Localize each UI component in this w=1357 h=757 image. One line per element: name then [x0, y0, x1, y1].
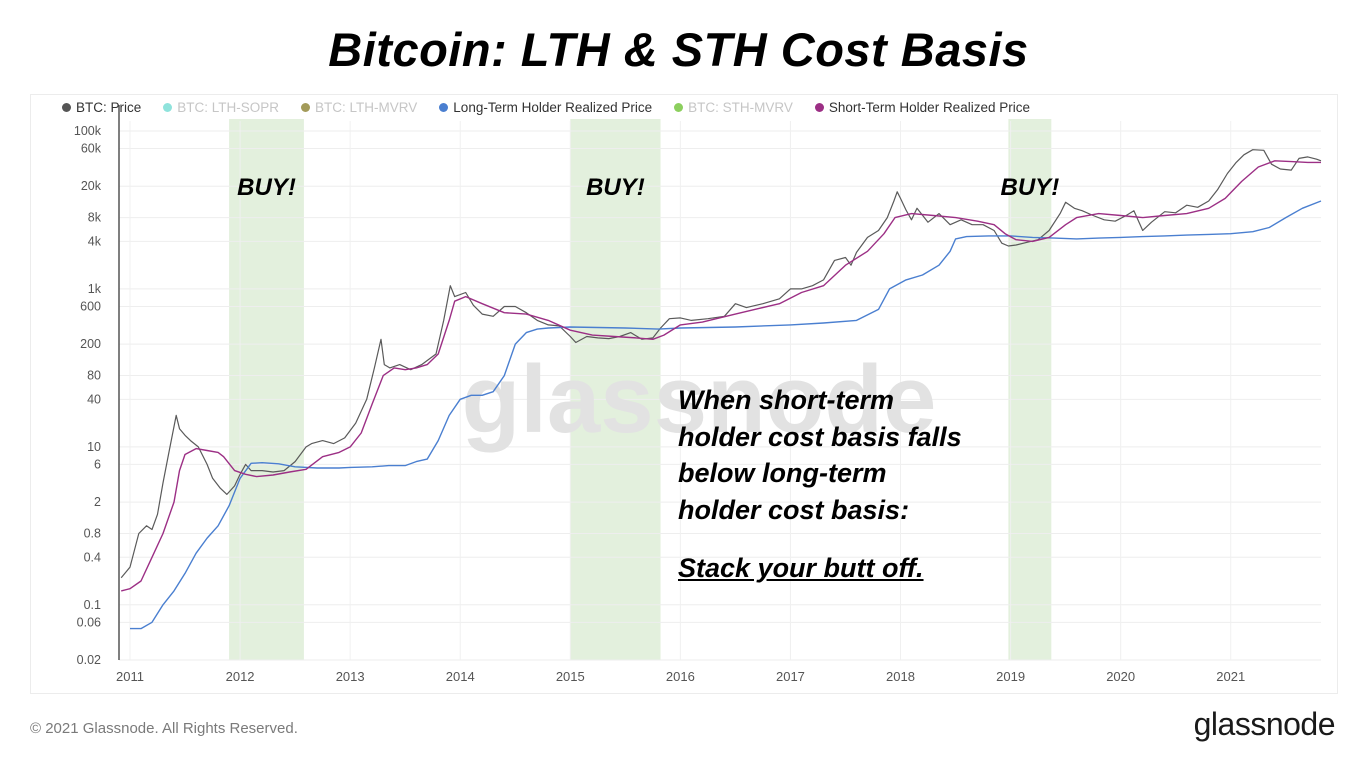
- call-to-action: Stack your butt off.: [678, 553, 924, 583]
- x-tick-label: 2015: [556, 669, 585, 684]
- x-tick-label: 2018: [886, 669, 915, 684]
- legend-item[interactable]: BTC: LTH-MVRV: [301, 100, 417, 115]
- x-tick-label: 2017: [776, 669, 805, 684]
- series-line-long-term-holder-realized-price: [130, 200, 1322, 630]
- x-tick-label: 2021: [1216, 669, 1245, 684]
- y-tick-label: 6: [94, 457, 101, 471]
- series-line-btc-price: [120, 149, 1322, 579]
- legend-label: BTC: STH-MVRV: [688, 100, 793, 115]
- y-tick-label: 10: [87, 440, 101, 454]
- note-line: holder cost basis falls: [678, 421, 962, 452]
- legend-dot-icon: [814, 103, 824, 112]
- legend-dot-icon: [439, 103, 449, 112]
- annotation-note: When short-term holder cost basis falls …: [678, 382, 962, 587]
- page-title: Bitcoin: LTH & STH Cost Basis: [328, 23, 1029, 76]
- buy-zone-band: [229, 119, 304, 660]
- y-tick-label: 0.02: [77, 653, 101, 667]
- y-tick-label: 0.4: [84, 550, 101, 564]
- legend-label: BTC: LTH-MVRV: [315, 100, 418, 115]
- legend-label: Short-Term Holder Realized Price: [828, 100, 1030, 115]
- y-tick-label: 2: [94, 495, 101, 509]
- legend-dot-icon: [62, 103, 71, 112]
- legend-dot-icon: [301, 103, 311, 112]
- x-tick-label: 2020: [1106, 669, 1135, 684]
- watermark-text: glassnode: [462, 346, 937, 453]
- y-tick-label: 20k: [81, 179, 102, 193]
- x-tick-label: 2013: [336, 669, 365, 684]
- legend-dot-icon: [163, 103, 173, 112]
- note-line: below long-term: [678, 458, 887, 488]
- buy-label: BUY!: [586, 174, 645, 201]
- buy-label: BUY!: [1001, 174, 1060, 201]
- legend-dot-icon: [674, 103, 684, 112]
- note-line: holder cost basis:: [678, 494, 910, 525]
- y-tick-label: 60k: [81, 142, 102, 156]
- x-tick-label: 2019: [996, 669, 1025, 684]
- y-tick-label: 1k: [88, 282, 102, 296]
- legend-label: BTC: Price: [76, 100, 142, 115]
- buy-zone-band: [570, 119, 661, 660]
- legend-item[interactable]: BTC: Price: [62, 100, 141, 115]
- brand-logo: glassnode: [1193, 706, 1336, 742]
- buy-zone-band: [1008, 119, 1052, 660]
- y-tick-label: 8k: [88, 211, 102, 225]
- legend-item[interactable]: BTC: LTH-SOPR: [163, 100, 279, 115]
- x-tick-label: 2014: [446, 669, 475, 684]
- chart-legend: BTC: Price BTC: LTH-SOPR BTC: LTH-MVRV Long…: [62, 100, 1052, 115]
- buy-label: BUY!: [237, 174, 296, 201]
- y-tick-label: 600: [80, 299, 101, 313]
- x-tick-label: 2016: [666, 669, 695, 684]
- y-tick-label: 0.1: [84, 598, 101, 612]
- legend-item[interactable]: Long-Term Holder Realized Price: [439, 100, 652, 115]
- y-tick-label: 200: [80, 337, 101, 351]
- y-tick-label: 80: [87, 369, 101, 383]
- legend-item[interactable]: BTC: STH-MVRV: [674, 100, 793, 115]
- legend-label: BTC: LTH-SOPR: [177, 100, 280, 115]
- y-tick-label: 40: [87, 392, 101, 406]
- chart-frame: glassnode 100k 60k 20k 8k 4k 1k 600 200 80 40 10 6 2 0…: [30, 94, 1338, 694]
- x-tick-label: 2012: [226, 669, 255, 684]
- y-tick-label: 100k: [74, 124, 102, 138]
- series-line-short-term-holder-realized-price: [121, 160, 1321, 592]
- y-tick-label: 0.06: [77, 615, 101, 629]
- y-tick-label: 0.8: [84, 526, 101, 540]
- legend-item[interactable]: Short-Term Holder Realized Price: [814, 100, 1030, 115]
- note-line: When short-term: [678, 385, 894, 415]
- legend-label: Long-Term Holder Realized Price: [453, 100, 653, 115]
- chart-svg: glassnode100k60k20k8k4k1k600200804010620…: [74, 105, 1322, 684]
- x-tick-label: 2011: [116, 669, 144, 684]
- y-tick-label: 4k: [88, 234, 102, 248]
- copyright-text: © 2021 Glassnode. All Rights Reserved.: [30, 720, 298, 737]
